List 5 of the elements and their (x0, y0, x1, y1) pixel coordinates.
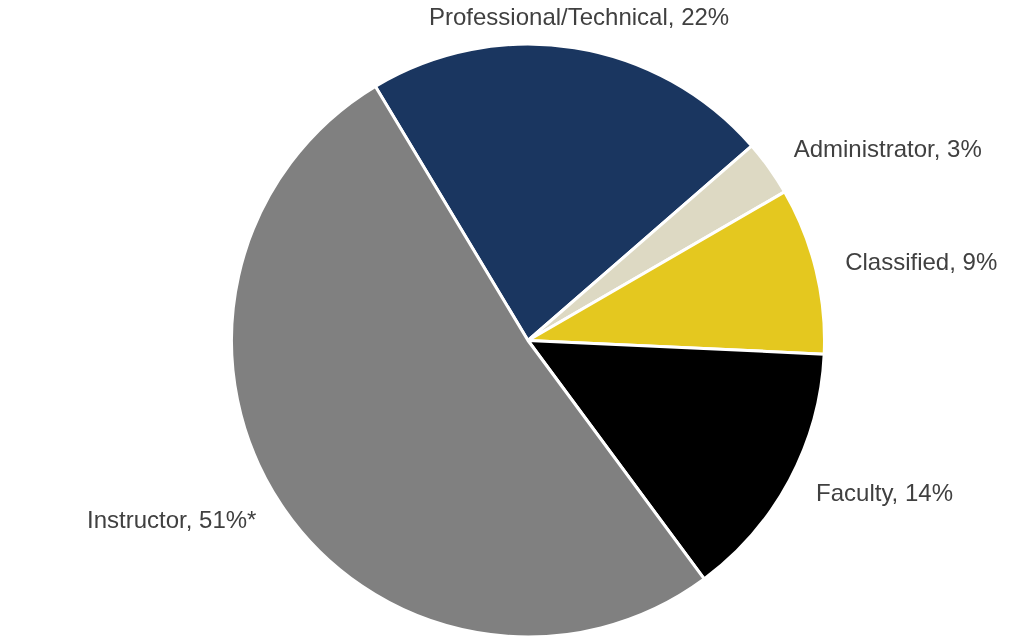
slice-label: Classified, 9% (845, 247, 998, 275)
slice-label: Professional/Technical, 22% (428, 2, 730, 30)
slice-label: Instructor, 51%* (87, 506, 257, 534)
slice-label: Administrator, 3% (793, 135, 982, 163)
slice-label: Faculty, 14% (816, 478, 953, 506)
